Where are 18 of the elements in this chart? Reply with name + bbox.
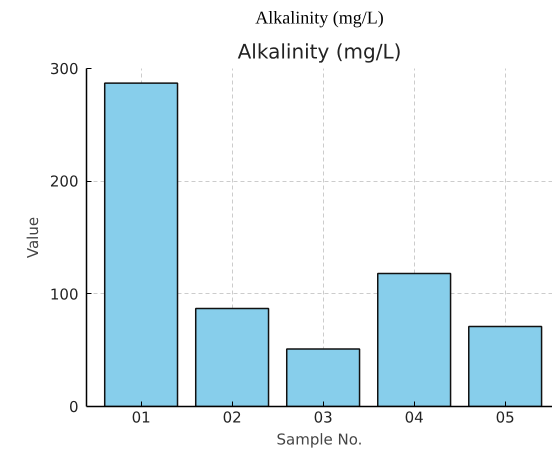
x-tick-label: 02 — [222, 408, 242, 426]
text: Alkalinity (mg/L) — [255, 8, 384, 28]
bar — [377, 272, 452, 406]
y-tick-label: 0 — [68, 398, 79, 416]
x-tick-label: 04 — [404, 408, 424, 426]
bar — [286, 348, 360, 406]
bar — [104, 82, 178, 406]
x-tick-label: 05 — [496, 408, 515, 426]
y-tick-label: 300 — [50, 60, 79, 78]
x-tick-label: 01 — [132, 408, 151, 426]
y-axis-title: Value — [24, 216, 42, 258]
y-tick-label: 200 — [50, 172, 79, 191]
x-tick-label: 03 — [314, 408, 333, 426]
bar — [194, 308, 270, 406]
bar — [468, 326, 542, 406]
chart-title: Alkalinity (mg/L) — [238, 40, 402, 64]
y-tick-label: 100 — [50, 285, 79, 304]
x-axis-title: Sample No. — [276, 430, 362, 448]
